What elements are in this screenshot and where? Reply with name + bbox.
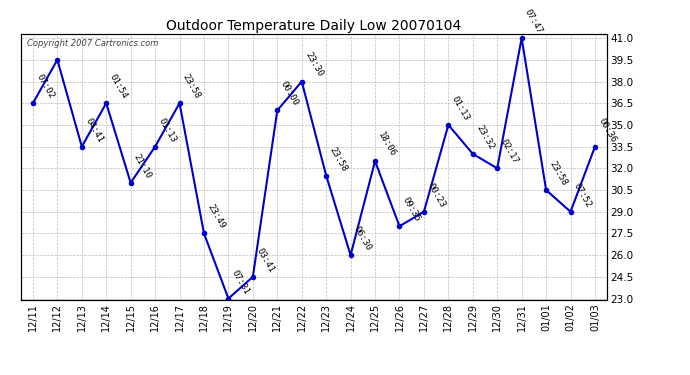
Text: 01:13: 01:13: [450, 94, 471, 122]
Text: 23:58: 23:58: [547, 159, 569, 187]
Text: 09:35: 09:35: [401, 196, 422, 223]
Text: 00:00: 00:00: [279, 80, 300, 108]
Text: 00:36: 00:36: [596, 116, 618, 144]
Text: 07:52: 07:52: [572, 181, 593, 209]
Text: 23:30: 23:30: [303, 51, 324, 79]
Text: 04:41: 04:41: [83, 116, 104, 144]
Text: 03:41: 03:41: [254, 246, 275, 274]
Title: Outdoor Temperature Daily Low 20070104: Outdoor Temperature Daily Low 20070104: [166, 19, 462, 33]
Text: 06:30: 06:30: [352, 225, 373, 252]
Text: 07:47: 07:47: [523, 8, 544, 35]
Text: 07:02: 07:02: [34, 73, 55, 100]
Text: 21:10: 21:10: [132, 152, 153, 180]
Text: 07:31: 07:31: [230, 268, 251, 296]
Text: 01:54: 01:54: [108, 73, 129, 100]
Text: 23:32: 23:32: [474, 123, 495, 151]
Text: 23:58: 23:58: [328, 145, 348, 173]
Text: 23:49: 23:49: [206, 203, 226, 231]
Text: 23:58: 23:58: [181, 73, 202, 100]
Text: 18:06: 18:06: [377, 130, 397, 158]
Text: 02:17: 02:17: [499, 138, 520, 165]
Text: 01:13: 01:13: [157, 116, 178, 144]
Text: 00:23: 00:23: [425, 181, 446, 209]
Text: Copyright 2007 Cartronics.com: Copyright 2007 Cartronics.com: [26, 39, 158, 48]
